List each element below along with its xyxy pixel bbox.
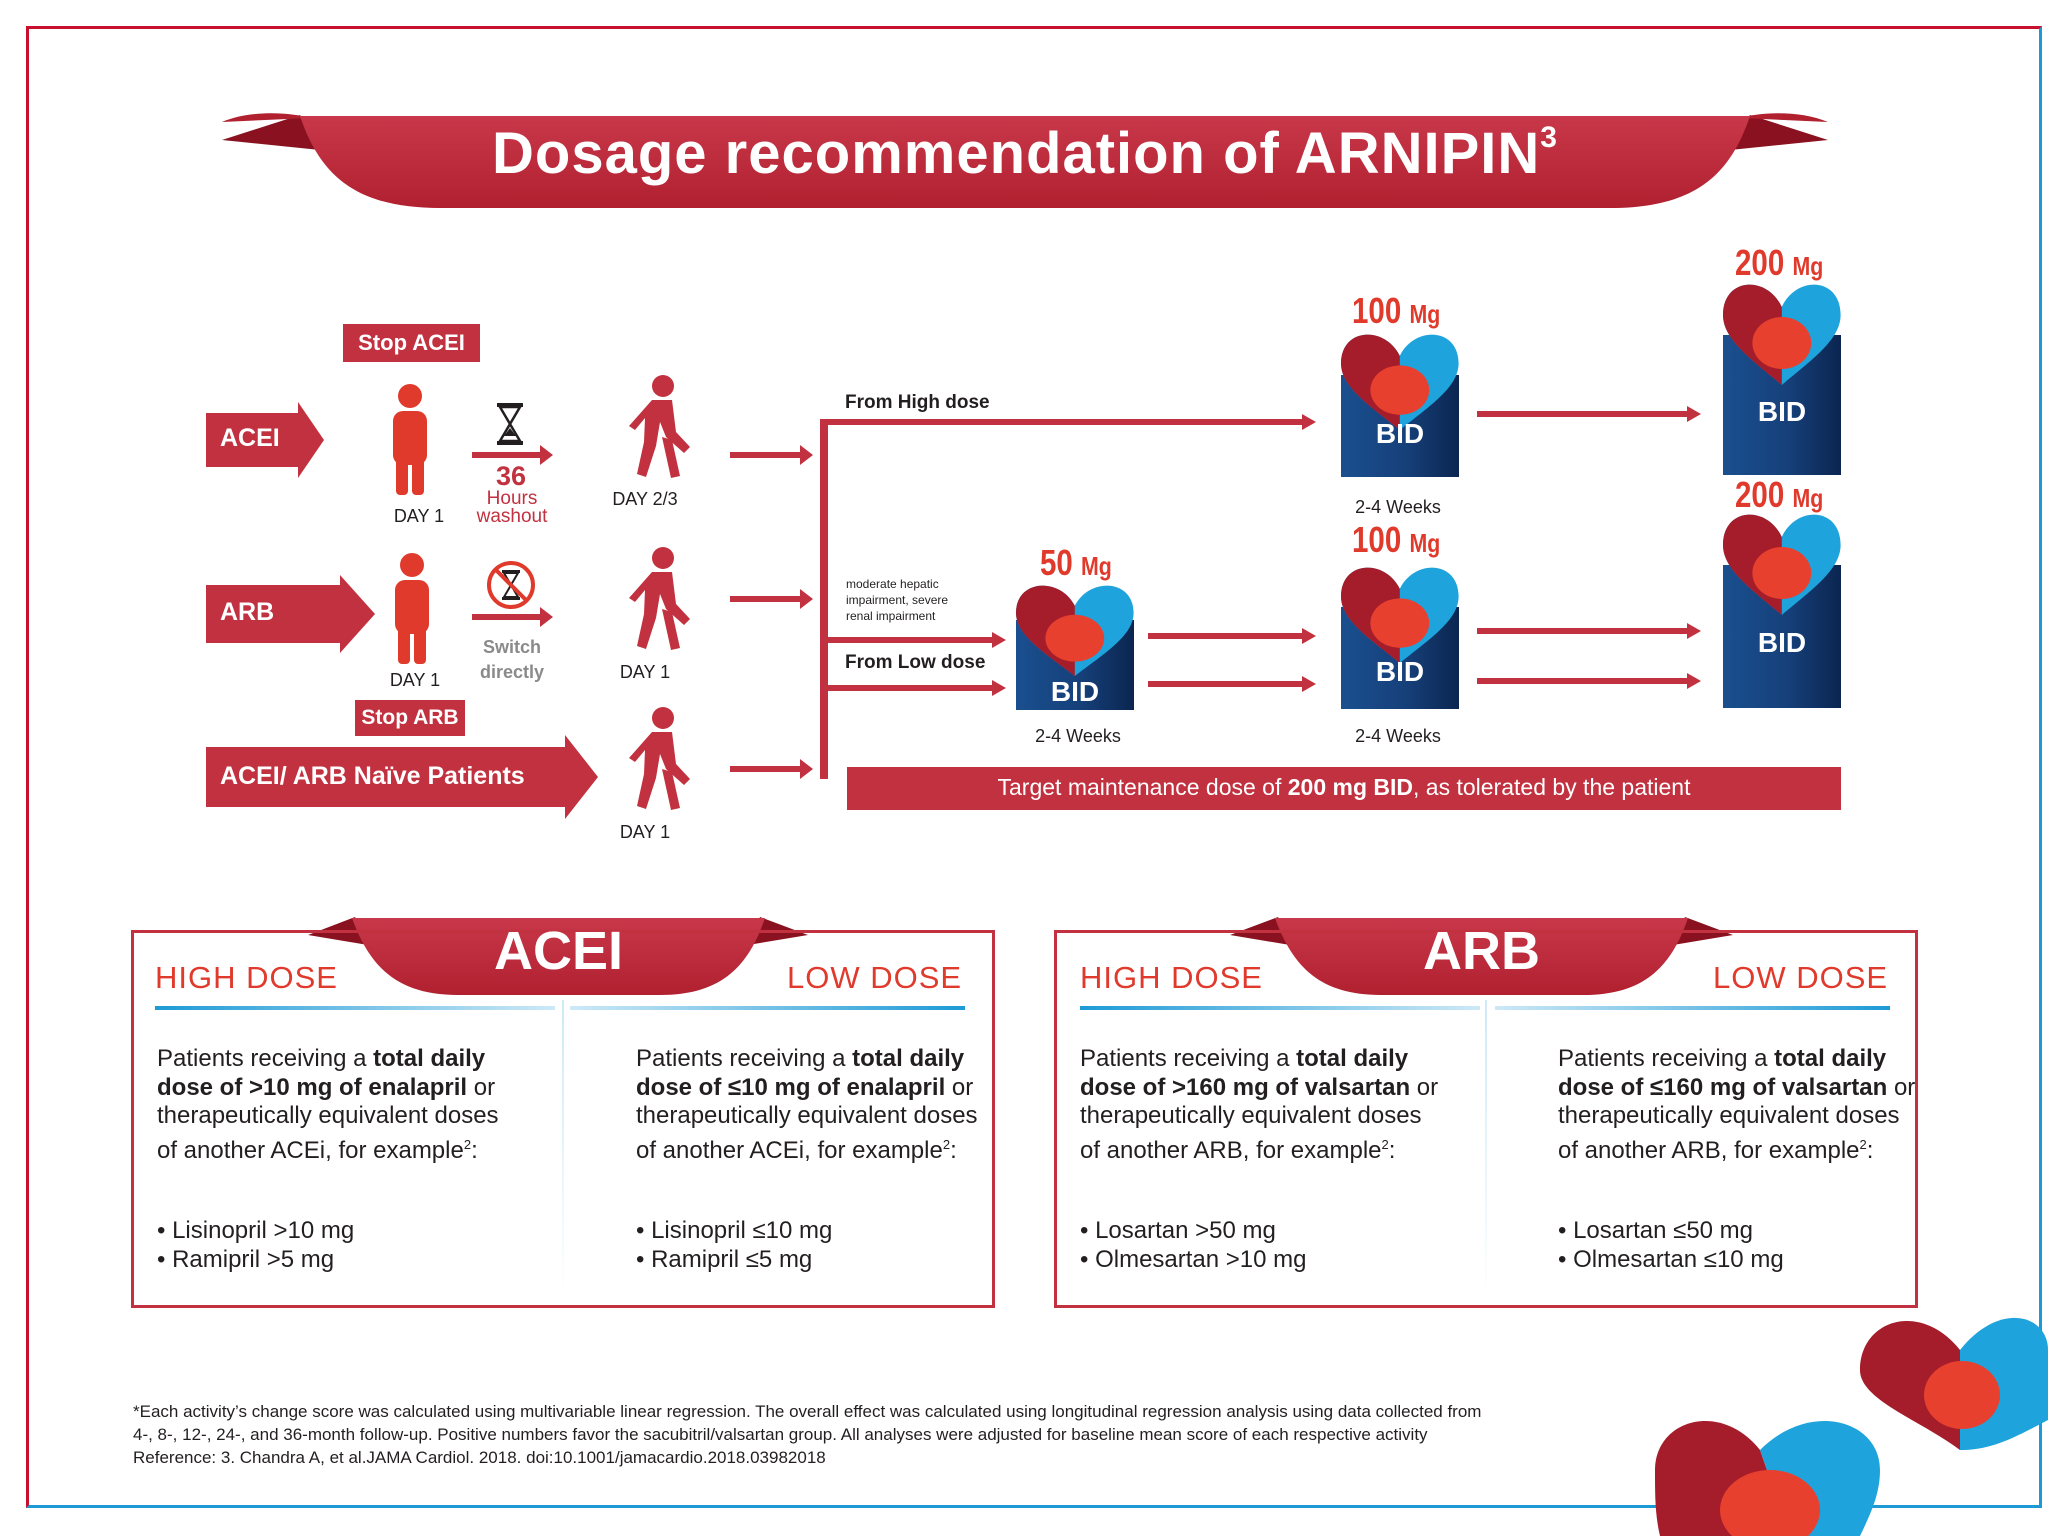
- stop-acei-label: Stop ACEI: [343, 324, 480, 362]
- bid-box-200-low: [1723, 514, 1841, 708]
- bid-box-100-high: [1341, 334, 1459, 477]
- walking-person-icon: [629, 375, 690, 478]
- weeks-label: 2-4 Weeks: [1035, 726, 1121, 746]
- naive-arrow: [206, 735, 598, 819]
- target-maintenance-text: Target maintenance dose of 200 mg BID, a…: [997, 774, 1691, 800]
- list-item: • Lisinopril >10 mg: [157, 1217, 355, 1244]
- acei-high-examples: • Lisinopril >10 mg • Ramipril >5 mg: [157, 1216, 354, 1274]
- bid-label: BID: [1375, 656, 1425, 687]
- acei-panel: [131, 930, 995, 1308]
- no-hourglass-icon: [487, 561, 535, 609]
- page-frame: [26, 26, 2042, 1508]
- walking-person-icon: [629, 547, 690, 650]
- list-item: • Losartan >50 mg: [1080, 1217, 1276, 1244]
- dose-label-200: 200 Mg: [1735, 242, 1824, 283]
- arb-low-dose-label: LOW DOSE: [1713, 960, 1889, 995]
- target-bar: [847, 767, 1841, 810]
- from-high-dose: From High dose: [845, 392, 990, 413]
- day-label: DAY 1: [389, 670, 441, 690]
- arb-panel-title: ARB: [1423, 921, 1540, 981]
- stop-arb-label: Stop ARB: [355, 700, 465, 736]
- standing-person-icon: [393, 384, 427, 495]
- dose-label-200: 200 Mg: [1735, 474, 1824, 515]
- washout-text: Hours washout: [476, 488, 548, 527]
- arb-arrow: [206, 575, 375, 653]
- walking-person-icon: [629, 707, 690, 810]
- list-item: • Ramipril ≤5 mg: [636, 1246, 813, 1273]
- divider: [562, 1000, 564, 1300]
- impairment-note: moderate hepatic impairment, severe renal …: [846, 577, 949, 623]
- arb-panel: [1054, 930, 1918, 1308]
- switch-text: Switch directly: [479, 637, 545, 682]
- list-item: • Ramipril >5 mg: [157, 1246, 335, 1273]
- day-label: DAY 1: [619, 822, 671, 842]
- dose-label-50: 50 Mg: [1040, 542, 1112, 583]
- hourglass-icon: [497, 403, 523, 445]
- bid-box-100-low: [1341, 567, 1459, 709]
- dose-label-100: 100 Mg: [1352, 519, 1441, 560]
- arb-high-examples: • Losartan >50 mg • Olmesartan >10 mg: [1080, 1216, 1307, 1274]
- day-label: DAY 1: [619, 662, 671, 682]
- arb-low-examples: • Losartan ≤50 mg • Olmesartan ≤10 mg: [1558, 1216, 1784, 1274]
- list-item: • Losartan ≤50 mg: [1558, 1217, 1754, 1244]
- weeks-label: 2-4 Weeks: [1355, 726, 1441, 746]
- acei-high-dose-label: HIGH DOSE: [155, 960, 338, 995]
- arrow-right-icon: [472, 445, 553, 465]
- bid-label: BID: [1757, 396, 1807, 427]
- divider: [1485, 1000, 1487, 1300]
- acei-panel-title: ACEI: [493, 921, 623, 981]
- arrow-right-icon: [730, 589, 813, 609]
- arb-high-dose-label: HIGH DOSE: [1080, 960, 1263, 995]
- arb-label: ARB: [220, 598, 275, 626]
- divider: [1080, 1006, 1480, 1010]
- title-ribbon: [222, 113, 1828, 208]
- bid-box-200-high: [1723, 284, 1841, 475]
- naive-label: ACEI/ ARB Naïve Patients: [220, 762, 525, 790]
- bid-label: BID: [1375, 418, 1425, 449]
- acei-low-dose-label: LOW DOSE: [787, 960, 963, 995]
- day-label: DAY 1: [393, 506, 445, 526]
- acei-arrow: [206, 402, 324, 478]
- footnote: *Each activity’s change score was calcul…: [133, 1402, 1482, 1467]
- heart-pill-logo-icon: [1655, 1317, 2048, 1536]
- bid-label: BID: [1050, 676, 1100, 707]
- arrow-right-icon: [730, 759, 813, 779]
- arb-low-description: Patients receiving a total daily dose of…: [1558, 1045, 1916, 1164]
- standing-person-icon: [395, 553, 429, 664]
- dose-label-100: 100 Mg: [1352, 290, 1441, 331]
- flow-bracket: [820, 419, 828, 779]
- bid-box-50: [1016, 585, 1134, 710]
- list-item: • Olmesartan ≤10 mg: [1558, 1246, 1784, 1273]
- weeks-label: 2-4 Weeks: [1355, 497, 1441, 517]
- acei-high-description: Patients receiving a total daily dose of…: [157, 1045, 499, 1164]
- day-label: DAY 2/3: [612, 489, 678, 509]
- acei-low-description: Patients receiving a total daily dose of…: [636, 1045, 978, 1164]
- page-title: Dosage recommendation of ARNIPIN3: [492, 121, 1558, 186]
- list-item: • Lisinopril ≤10 mg: [636, 1217, 833, 1244]
- divider: [155, 1006, 555, 1010]
- bid-label: BID: [1757, 627, 1807, 658]
- arrow-right-icon: [472, 607, 553, 627]
- acei-label: ACEI: [220, 424, 280, 452]
- divider: [570, 1006, 965, 1010]
- list-item: • Olmesartan >10 mg: [1080, 1246, 1307, 1273]
- arb-high-description: Patients receiving a total daily dose of…: [1080, 1045, 1439, 1164]
- divider: [1495, 1006, 1890, 1010]
- arrow-right-icon: [730, 445, 813, 465]
- washout-hours: 36: [495, 461, 527, 491]
- acei-low-examples: • Lisinopril ≤10 mg • Ramipril ≤5 mg: [636, 1216, 832, 1274]
- from-low-dose: From Low dose: [845, 652, 986, 673]
